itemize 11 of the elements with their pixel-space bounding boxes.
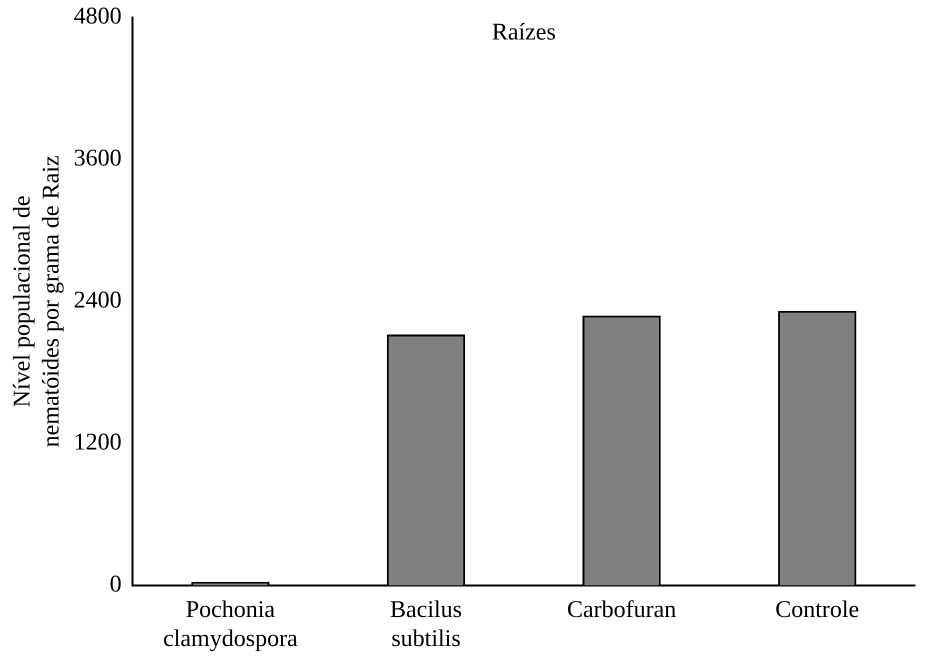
chart-title: Raízes xyxy=(492,20,556,46)
y-axis-title: Nível populacional de nematóides por grama de Raiz xyxy=(10,155,64,448)
x-tick-label: Bacilus subtilis xyxy=(390,597,462,652)
x-tick-label: Controle xyxy=(775,597,860,624)
y-tick-label: 4800 xyxy=(74,4,122,30)
y-tick-label: 0 xyxy=(110,572,122,598)
y-tick-label: 1200 xyxy=(74,430,122,456)
x-tick-label: Carbofuran xyxy=(566,597,676,624)
y-tick-label: 3600 xyxy=(74,146,122,172)
x-tick-label: Pochonia clamydospora xyxy=(163,597,298,652)
y-tick-label: 2400 xyxy=(74,288,122,314)
